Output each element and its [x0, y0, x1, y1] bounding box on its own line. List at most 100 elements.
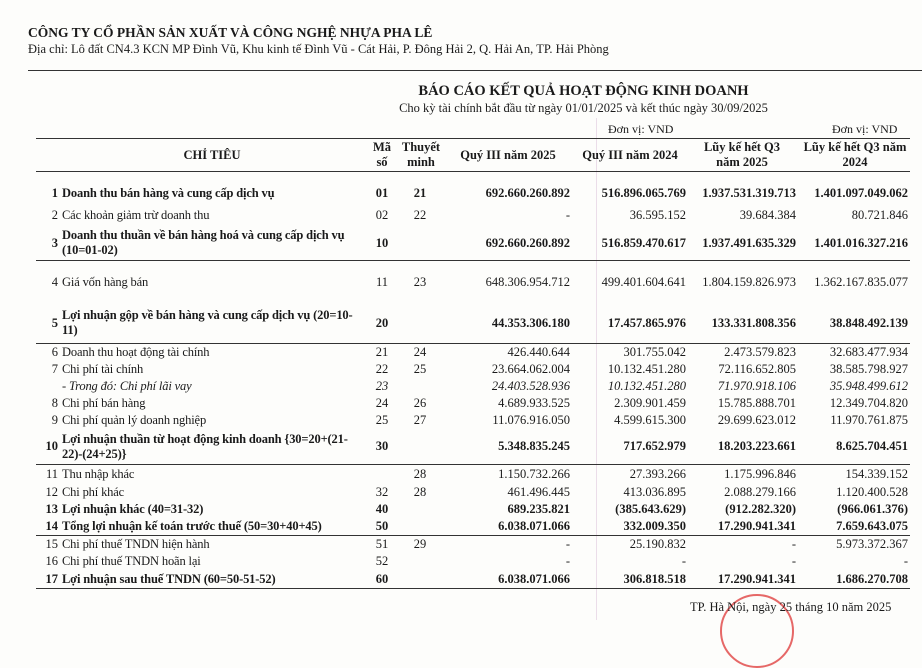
value-q3-2025: 461.496.445 [507, 485, 571, 499]
value-ytd-2024: 5.973.372.367 [836, 537, 908, 551]
table-row: 14 Tổng lợi nhuận kế toán trước thuế (50=… [36, 518, 910, 536]
value-q3-2024: 306.818.518 [623, 571, 687, 586]
report-period: Cho kỳ tài chính bắt đầu từ ngày 01/01/2… [399, 101, 768, 115]
table-row: 13 Lợi nhuận khác (40=31-32) 40 689.235.821… [36, 501, 910, 518]
value-q3-2024: 17.457.865.976 [607, 315, 686, 330]
row-label: Lợi nhuận gộp về bán hàng và cung cấp dị… [62, 308, 353, 337]
row-label: Lợi nhuận thuần từ hoạt động kinh doanh … [62, 431, 348, 461]
value-ytd-2024: 38.585.798.927 [829, 362, 908, 376]
row-code: 02 [375, 207, 389, 222]
row-code: 40 [375, 502, 389, 516]
value-q3-2025: - [565, 554, 570, 568]
value-ytd-2024: 1.401.016.327.216 [814, 235, 908, 250]
row-note: 23 [413, 274, 427, 289]
table-row: 5 Lợi nhuận gộp về bán hàng và cung cấp d… [36, 303, 910, 344]
value-ytd-2024: 80.721.846 [851, 207, 908, 222]
header-ytd-2025: Lũy kế hết Q3 năm 2025 [703, 140, 781, 169]
row-number: 16 [45, 554, 59, 568]
row-code: 22 [375, 362, 389, 376]
row-number: 3 [51, 235, 58, 250]
row-code: 10 [375, 235, 389, 250]
value-ytd-2025: 2.473.579.823 [724, 345, 796, 359]
value-q3-2024: 413.036.895 [623, 485, 687, 499]
row-note [398, 501, 442, 518]
row-code [368, 465, 396, 484]
row-code: 60 [375, 571, 389, 586]
value-ytd-2024: 38.848.492.139 [829, 315, 908, 330]
table-row: 6 Doanh thu hoạt động tài chính 21 24 426.44… [36, 344, 910, 361]
value-ytd-2024: 1.401.097.049.062 [814, 185, 908, 200]
row-label: Lợi nhuận khác (40=31-32) [62, 502, 204, 516]
header-q3-2025: Quý III năm 2025 [460, 147, 556, 162]
row-number: 2 [51, 207, 58, 222]
value-q3-2024: 4.599.615.300 [614, 413, 686, 427]
row-number: 15 [45, 537, 59, 551]
value-q3-2024: 10.132.451.280 [607, 379, 686, 393]
value-ytd-2025: 72.116.652.805 [718, 362, 796, 376]
value-ytd-2024: 1.362.167.835.077 [814, 274, 908, 289]
row-note [398, 303, 442, 343]
value-q3-2024: 25.190.832 [629, 537, 686, 551]
row-number: 7 [51, 362, 58, 376]
value-q3-2024: 516.859.470.617 [601, 235, 686, 250]
row-note: 28 [413, 467, 427, 481]
table-row: - Trong đó: Chi phí lãi vay 23 24.403.528.… [36, 378, 910, 395]
row-number: 13 [45, 502, 59, 516]
value-q3-2025: 6.038.071.066 [498, 519, 570, 533]
row-note [398, 429, 442, 464]
row-number: 4 [51, 274, 58, 289]
value-ytd-2025: 17.290.941.341 [717, 571, 796, 586]
row-code: 32 [375, 485, 389, 499]
value-q3-2024: 516.896.065.769 [601, 185, 686, 200]
row-number: 1 [51, 185, 58, 200]
row-code: 11 [375, 274, 389, 289]
row-note: 24 [413, 345, 427, 359]
value-ytd-2024: 8.625.704.451 [836, 439, 908, 453]
table-row: 16 Chi phí thuế TNDN hoãn lại 52 - - - - [36, 553, 910, 570]
value-q3-2025: 11.076.916.050 [492, 413, 570, 427]
row-label: Doanh thu thuần về bán hàng hoá và cung … [62, 228, 345, 257]
row-number: 8 [51, 396, 58, 410]
row-note: 21 [413, 185, 427, 200]
report-title: BÁO CÁO KẾT QUẢ HOẠT ĐỘNG KINH DOANH [418, 83, 749, 99]
value-ytd-2025: 1.937.531.319.713 [702, 185, 796, 200]
table-row: 2 Các khoản giảm trừ doanh thu 02 22 - 36.595… [36, 204, 910, 226]
table-row: 8 Chi phí bán hàng 24 26 4.689.933.525 2.309.… [36, 395, 910, 412]
signing-place-date: TP. Hà Nội, ngày 25 tháng 10 năm 2025 [690, 600, 892, 614]
row-code: 21 [375, 345, 389, 359]
table-row: 3 Doanh thu thuần về bán hàng hoá và cung… [36, 226, 910, 261]
row-label: Các khoản giảm trừ doanh thu [62, 207, 210, 222]
value-ytd-2024: 154.339.152 [845, 467, 909, 481]
unit-label-ytd: Đơn vị: VND [832, 122, 898, 136]
value-q3-2024: - [681, 554, 686, 568]
row-note: 26 [413, 396, 427, 410]
row-label: Chi phí khác [62, 485, 125, 499]
value-q3-2025: 1.150.732.266 [498, 467, 570, 481]
value-ytd-2025: 18.203.223.661 [717, 439, 796, 453]
row-note: 29 [413, 537, 427, 551]
header-label: CHỈ TIÊU [183, 147, 241, 162]
company-name: CÔNG TY CỔ PHẦN SẢN XUẤT VÀ CÔNG NGHỆ NH… [28, 25, 433, 40]
value-q3-2025: - [565, 537, 570, 551]
table-header: CHỈ TIÊU Mã số Thuyết minh Quý III năm 2… [36, 138, 910, 172]
value-q3-2024: 36.595.152 [629, 207, 686, 222]
value-ytd-2025: 133.331.808.356 [711, 315, 796, 330]
header-divider [28, 70, 922, 71]
value-q3-2024: 717.652.979 [623, 439, 687, 453]
row-label: Doanh thu hoạt động tài chính [62, 345, 210, 359]
row-code: 51 [375, 537, 389, 551]
value-ytd-2025: 17.290.941.341 [717, 519, 796, 533]
row-code: 25 [375, 413, 389, 427]
row-label: Thu nhập khác [62, 467, 135, 481]
row-number: 12 [45, 485, 59, 499]
unit-label-quarter: Đơn vị: VND [608, 122, 674, 136]
value-ytd-2024: 7.659.643.075 [836, 519, 908, 533]
value-q3-2025: 692.660.260.892 [485, 235, 570, 250]
header-q3-2024: Quý III năm 2024 [582, 147, 678, 162]
row-label: Chi phí thuế TNDN hoãn lại [62, 554, 201, 568]
value-q3-2025: 5.348.835.245 [498, 439, 570, 453]
row-label: Chi phí tài chính [62, 362, 144, 376]
value-q3-2025: 689.235.821 [507, 502, 571, 516]
value-q3-2025: - [565, 207, 570, 222]
value-ytd-2025: 15.785.888.701 [717, 396, 796, 410]
